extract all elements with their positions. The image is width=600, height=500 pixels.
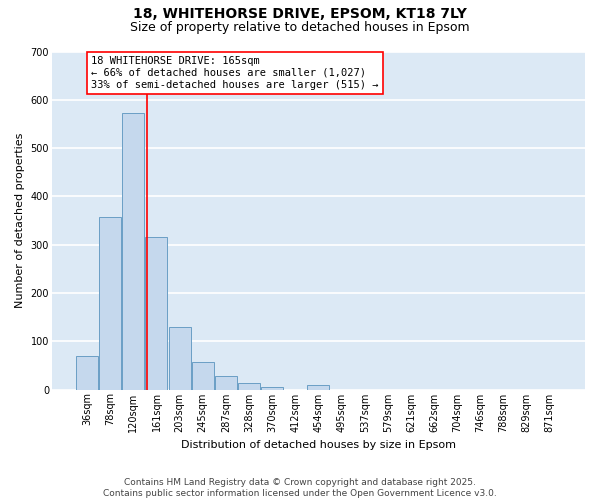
Text: 18, WHITEHORSE DRIVE, EPSOM, KT18 7LY: 18, WHITEHORSE DRIVE, EPSOM, KT18 7LY <box>133 8 467 22</box>
Bar <box>99 216 121 390</box>
Bar <box>145 238 167 390</box>
Bar <box>76 356 98 390</box>
Bar <box>122 114 145 390</box>
Bar <box>238 383 260 390</box>
Text: Size of property relative to detached houses in Epsom: Size of property relative to detached ho… <box>130 21 470 34</box>
Y-axis label: Number of detached properties: Number of detached properties <box>15 133 25 308</box>
Bar <box>192 362 214 390</box>
X-axis label: Distribution of detached houses by size in Epsom: Distribution of detached houses by size … <box>181 440 456 450</box>
Bar <box>169 326 191 390</box>
Bar <box>261 387 283 390</box>
Bar <box>215 376 237 390</box>
Text: Contains HM Land Registry data © Crown copyright and database right 2025.
Contai: Contains HM Land Registry data © Crown c… <box>103 478 497 498</box>
Text: 18 WHITEHORSE DRIVE: 165sqm
← 66% of detached houses are smaller (1,027)
33% of : 18 WHITEHORSE DRIVE: 165sqm ← 66% of det… <box>91 56 379 90</box>
Bar <box>307 384 329 390</box>
